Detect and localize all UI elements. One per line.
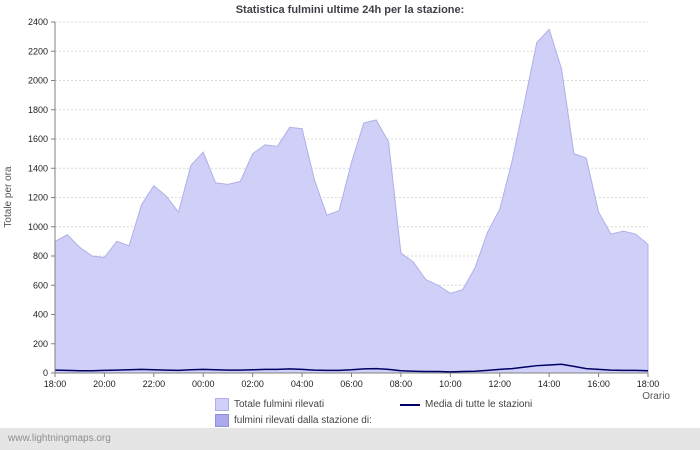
svg-text:1000: 1000 — [28, 222, 48, 232]
svg-text:06:00: 06:00 — [340, 379, 363, 389]
svg-text:2000: 2000 — [28, 76, 48, 86]
svg-text:2400: 2400 — [28, 17, 48, 27]
svg-text:02:00: 02:00 — [241, 379, 264, 389]
svg-text:00:00: 00:00 — [192, 379, 215, 389]
legend-item-total: Totale fulmini rilevati — [215, 398, 324, 411]
legend-item-media: Media di tutte le stazioni — [400, 398, 532, 411]
legend-swatch-total — [215, 398, 229, 411]
svg-text:22:00: 22:00 — [143, 379, 166, 389]
chart-canvas: 0 200 400 600 800 1000 1200 1400 1600 1800 2000 220… — [28, 17, 660, 389]
chart-title: Statistica fulmini ultime 24h per la sta… — [235, 4, 465, 16]
legend-item-station: fulmini rilevati dalla stazione di: — [215, 414, 372, 427]
lightning-chart-panel: 0 200 400 600 800 1000 1200 1400 1600 1800 2000 220… — [3, 4, 670, 427]
legend-swatch-media — [400, 403, 420, 406]
svg-text:08:00: 08:00 — [390, 379, 413, 389]
x-axis-label: Orario — [642, 391, 670, 402]
legend-label-station: fulmini rilevati dalla stazione di: — [234, 415, 372, 426]
svg-text:1800: 1800 — [28, 105, 48, 115]
watermark-bar: www.lightningmaps.org — [0, 428, 700, 450]
svg-text:16:00: 16:00 — [587, 379, 610, 389]
svg-text:1200: 1200 — [28, 193, 48, 203]
svg-text:18:00: 18:00 — [44, 379, 67, 389]
svg-text:2200: 2200 — [28, 46, 48, 56]
svg-text:1600: 1600 — [28, 134, 48, 144]
svg-text:800: 800 — [33, 251, 48, 261]
svg-text:1400: 1400 — [28, 163, 48, 173]
legend-label-total: Totale fulmini rilevati — [234, 399, 325, 410]
svg-text:600: 600 — [33, 280, 48, 290]
svg-text:04:00: 04:00 — [291, 379, 314, 389]
legend-swatch-station — [215, 414, 229, 427]
svg-text:18:00: 18:00 — [637, 379, 660, 389]
svg-text:20:00: 20:00 — [93, 379, 116, 389]
legend-label-media: Media di tutte le stazioni — [425, 399, 533, 410]
svg-text:400: 400 — [33, 310, 48, 320]
y-axis-label: Totale per ora — [3, 166, 14, 228]
watermark-text: www.lightningmaps.org — [8, 433, 111, 444]
svg-text:12:00: 12:00 — [488, 379, 511, 389]
svg-text:0: 0 — [43, 368, 48, 378]
svg-text:14:00: 14:00 — [538, 379, 561, 389]
svg-text:200: 200 — [33, 339, 48, 349]
svg-text:10:00: 10:00 — [439, 379, 462, 389]
